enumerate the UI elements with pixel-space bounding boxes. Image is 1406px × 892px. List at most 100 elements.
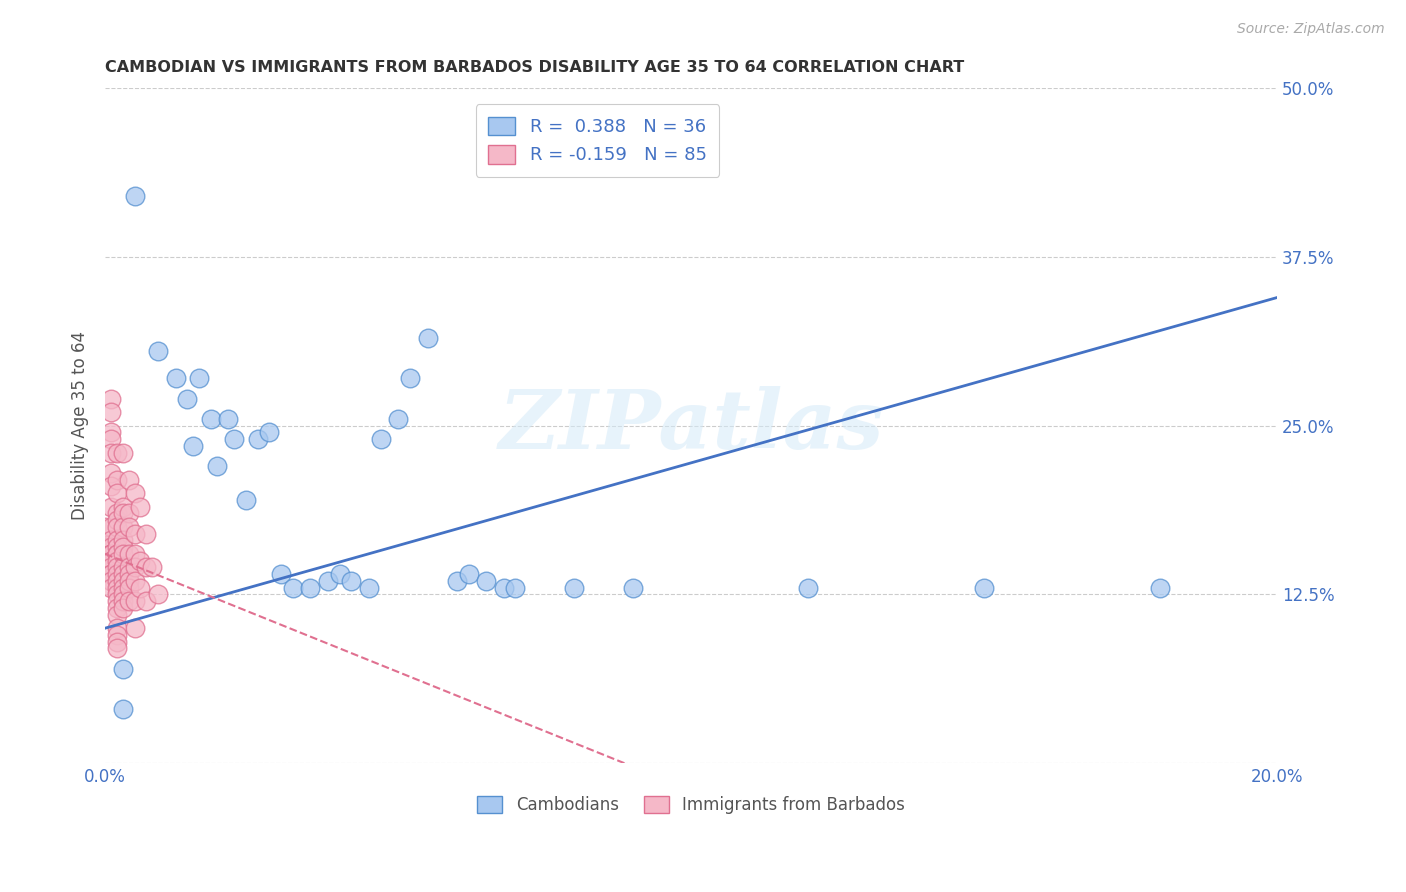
- Point: [188, 371, 211, 385]
- Point: [94, 520, 117, 534]
- Point: [357, 581, 380, 595]
- Point: [100, 446, 122, 460]
- Text: ZIPatlas: ZIPatlas: [499, 385, 884, 466]
- Point: [105, 641, 128, 656]
- Point: [111, 540, 134, 554]
- Point: [100, 500, 122, 514]
- Point: [124, 547, 146, 561]
- Point: [105, 587, 128, 601]
- Point: [118, 520, 141, 534]
- Point: [111, 702, 134, 716]
- Point: [457, 567, 479, 582]
- Point: [475, 574, 498, 588]
- Point: [316, 574, 339, 588]
- Point: [111, 594, 134, 608]
- Point: [387, 412, 409, 426]
- Point: [100, 567, 122, 582]
- Point: [100, 479, 122, 493]
- Point: [562, 581, 585, 595]
- Point: [100, 432, 122, 446]
- Point: [105, 446, 128, 460]
- Point: [146, 587, 169, 601]
- Point: [124, 560, 146, 574]
- Point: [217, 412, 239, 426]
- Point: [100, 466, 122, 480]
- Point: [105, 533, 128, 548]
- Point: [111, 520, 134, 534]
- Point: [118, 473, 141, 487]
- Point: [100, 540, 122, 554]
- Point: [111, 587, 134, 601]
- Point: [111, 446, 134, 460]
- Point: [146, 344, 169, 359]
- Point: [416, 331, 439, 345]
- Point: [100, 392, 122, 406]
- Point: [181, 439, 204, 453]
- Text: CAMBODIAN VS IMMIGRANTS FROM BARBADOS DISABILITY AGE 35 TO 64 CORRELATION CHART: CAMBODIAN VS IMMIGRANTS FROM BARBADOS DI…: [105, 60, 965, 75]
- Point: [105, 547, 128, 561]
- Point: [621, 581, 644, 595]
- Point: [111, 567, 134, 582]
- Point: [205, 459, 228, 474]
- Point: [111, 581, 134, 595]
- Point: [105, 473, 128, 487]
- Point: [399, 371, 422, 385]
- Point: [111, 601, 134, 615]
- Point: [135, 594, 157, 608]
- Point: [118, 560, 141, 574]
- Point: [118, 507, 141, 521]
- Point: [100, 581, 122, 595]
- Point: [105, 513, 128, 527]
- Y-axis label: Disability Age 35 to 64: Disability Age 35 to 64: [72, 331, 89, 520]
- Point: [129, 581, 152, 595]
- Point: [118, 547, 141, 561]
- Point: [100, 567, 122, 582]
- Point: [129, 500, 152, 514]
- Point: [1149, 581, 1171, 595]
- Point: [100, 547, 122, 561]
- Point: [105, 628, 128, 642]
- Point: [235, 492, 257, 507]
- Point: [111, 574, 134, 588]
- Point: [105, 607, 128, 622]
- Point: [105, 554, 128, 568]
- Point: [118, 567, 141, 582]
- Point: [135, 560, 157, 574]
- Point: [224, 432, 246, 446]
- Point: [124, 486, 146, 500]
- Point: [105, 601, 128, 615]
- Point: [105, 540, 128, 554]
- Point: [100, 560, 122, 574]
- Point: [259, 425, 281, 440]
- Point: [299, 581, 322, 595]
- Point: [94, 540, 117, 554]
- Point: [105, 547, 128, 561]
- Point: [111, 500, 134, 514]
- Point: [124, 574, 146, 588]
- Point: [111, 560, 134, 574]
- Point: [100, 554, 122, 568]
- Point: [105, 560, 128, 574]
- Point: [100, 547, 122, 561]
- Point: [111, 533, 134, 548]
- Point: [105, 621, 128, 635]
- Point: [100, 405, 122, 419]
- Point: [340, 574, 363, 588]
- Point: [111, 662, 134, 676]
- Point: [118, 594, 141, 608]
- Point: [129, 554, 152, 568]
- Point: [118, 581, 141, 595]
- Point: [176, 392, 198, 406]
- Point: [124, 526, 146, 541]
- Point: [281, 581, 304, 595]
- Point: [105, 486, 128, 500]
- Point: [118, 574, 141, 588]
- Point: [105, 520, 128, 534]
- Point: [100, 425, 122, 440]
- Point: [100, 574, 122, 588]
- Point: [973, 581, 995, 595]
- Point: [100, 520, 122, 534]
- Point: [105, 507, 128, 521]
- Point: [111, 507, 134, 521]
- Point: [135, 526, 157, 541]
